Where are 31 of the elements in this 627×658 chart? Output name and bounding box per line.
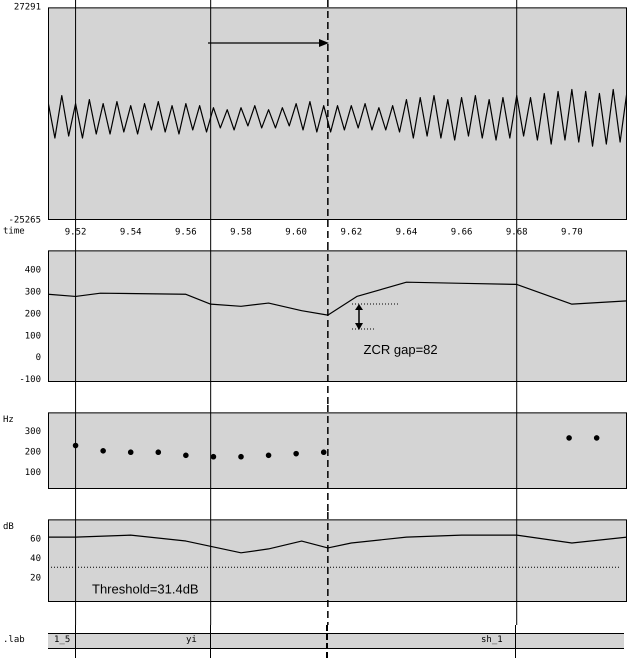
y-tick-label: 60 bbox=[30, 534, 41, 544]
x-tick-label: 9.54 bbox=[120, 228, 142, 238]
text: .lab bbox=[3, 635, 25, 646]
y-tick-label: 200 bbox=[24, 448, 41, 458]
x-tick-label: 9.56 bbox=[175, 228, 197, 238]
y-tick-label: 300 bbox=[24, 287, 41, 298]
y-tick-label: 27291 bbox=[14, 2, 41, 13]
text: sh_1 bbox=[480, 635, 504, 646]
x-tick-label: 9.64 bbox=[396, 228, 418, 238]
x-tick-label: 9.62 bbox=[340, 228, 362, 238]
y-tick-label: 300 bbox=[24, 427, 41, 438]
x-tick-label: 9.70 bbox=[561, 228, 583, 238]
y-axis-title: Hz bbox=[3, 415, 14, 426]
x-tick-label: 9.60 bbox=[285, 228, 307, 238]
y-tick-label: -100 bbox=[19, 375, 41, 386]
y-tick-label: 100 bbox=[24, 331, 41, 342]
y-tick-label: 0 bbox=[36, 353, 41, 364]
y-tick-label: 40 bbox=[30, 554, 41, 564]
annotation: ZCR gap=82 bbox=[364, 342, 438, 357]
y-tick-label: 400 bbox=[24, 265, 41, 276]
y-tick-label: 200 bbox=[24, 309, 41, 320]
text: 1_5 bbox=[53, 635, 72, 646]
x-axis-title: time bbox=[3, 226, 25, 236]
y-tick-label: 20 bbox=[30, 574, 41, 584]
x-tick-label: 9.66 bbox=[450, 228, 472, 238]
y-tick-label: 100 bbox=[24, 468, 41, 478]
ref-line-label: Threshold=31.4dB bbox=[92, 581, 199, 596]
text: yi bbox=[185, 635, 198, 646]
y-tick-label: -25265 bbox=[8, 215, 41, 226]
x-tick-label: 9.58 bbox=[230, 228, 252, 238]
y-axis-title: dB bbox=[3, 522, 14, 532]
